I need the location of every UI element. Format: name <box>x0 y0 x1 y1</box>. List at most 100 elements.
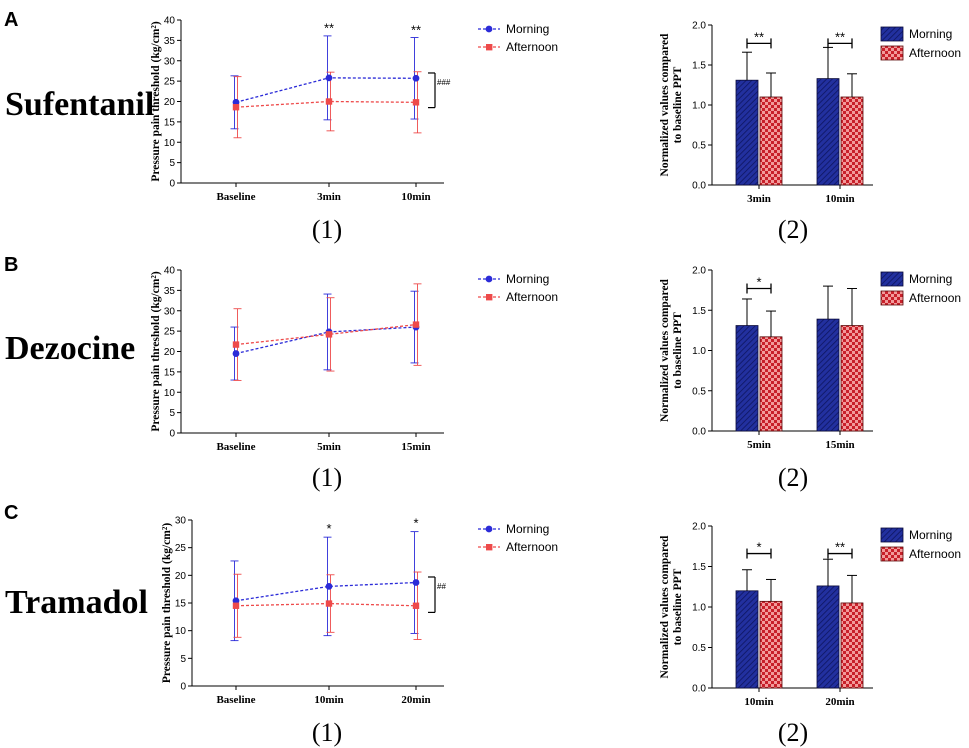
data-point-afternoon <box>325 331 333 338</box>
legend-swatch-afternoon <box>880 45 904 61</box>
x-tick-label: Baseline <box>216 441 255 453</box>
x-tick-label: 5min <box>317 441 341 453</box>
data-point-afternoon <box>412 99 420 106</box>
legend-label-morning: Morning <box>506 272 549 286</box>
bar-morning <box>735 590 759 689</box>
y-axis-label: Pressure pain threshold (kg/cm²) <box>150 21 162 181</box>
bar-afternoon <box>759 336 783 432</box>
panel-letter-b: B <box>4 254 18 276</box>
series-line-afternoon <box>235 100 417 108</box>
data-point-morning <box>232 350 240 357</box>
data-point-afternoon <box>232 602 240 609</box>
y-axis-label: Normalized values comparedto baseline PP… <box>659 278 684 421</box>
significance-label: * <box>756 540 761 555</box>
bar-afternoon <box>840 325 864 432</box>
bar-chart-dezocine: 0.0 0.5 1.0 1.5 2.0 5min 15min Normalized value… <box>659 266 961 452</box>
y-tick-label: 25 <box>164 77 176 88</box>
y-tick-label: 0 <box>169 179 175 190</box>
y-tick-label: 15 <box>164 117 176 128</box>
significance-label: ** <box>754 29 764 44</box>
y-axis-label-line: to baseline PPT <box>672 568 684 645</box>
y-tick-label: 0 <box>180 682 186 693</box>
legend-label-morning: Morning <box>909 528 952 542</box>
x-tick-label: 20min <box>401 694 430 706</box>
legend-label-morning: Morning <box>506 522 549 536</box>
y-tick-label: 20 <box>164 97 176 108</box>
y-tick-label: 40 <box>164 16 176 27</box>
significance-label: * <box>413 515 418 530</box>
bar-chart-sufentanil: 0.0 0.5 1.0 1.5 2.0 3min 10min Normalized value… <box>659 21 961 206</box>
x-tick-label: Baseline <box>216 191 255 203</box>
legend-marker-morning <box>485 525 493 533</box>
y-tick-label: 25 <box>175 543 187 554</box>
legend-marker-morning <box>485 275 493 283</box>
y-tick-label: 0.5 <box>692 386 706 397</box>
y-tick-label: 0 <box>169 429 175 440</box>
legend-swatch-morning <box>880 26 904 42</box>
significance-label: ** <box>835 540 845 555</box>
y-tick-label: 2.0 <box>692 266 706 277</box>
x-tick-label: 15min <box>401 441 430 453</box>
legend-marker-afternoon <box>486 544 493 551</box>
y-tick-label: 0.0 <box>692 684 706 695</box>
panel-letter-c: C <box>4 502 18 524</box>
legend-swatch-afternoon <box>880 290 904 306</box>
data-point-morning <box>325 74 333 82</box>
y-tick-label: 5 <box>169 408 175 419</box>
y-tick-label: 15 <box>175 599 187 610</box>
y-tick-label: 20 <box>175 571 187 582</box>
y-tick-label: 1.5 <box>692 306 706 317</box>
bar-morning <box>735 79 759 186</box>
y-tick-label: 35 <box>164 36 176 47</box>
y-axis-label-line: to baseline PPT <box>672 66 684 143</box>
y-tick-label: 25 <box>164 327 176 338</box>
y-tick-label: 2.0 <box>692 522 706 533</box>
legend-label-afternoon: Afternoon <box>909 547 961 561</box>
legend-label-afternoon: Afternoon <box>506 40 558 54</box>
series-line-afternoon <box>235 323 417 346</box>
data-point-afternoon <box>412 602 420 609</box>
bar-morning <box>735 325 759 432</box>
line-chart-dezocine: 0 5 10 15 20 25 30 35 40 Baseline 5min 15min Pressur… <box>150 266 558 454</box>
x-tick-label: 15min <box>825 439 854 451</box>
y-tick-label: 30 <box>175 516 187 527</box>
y-tick-label: 0.0 <box>692 427 706 438</box>
panel-letter-a: A <box>4 9 18 31</box>
drug-label-sufentanil: Sufentanil <box>5 86 154 123</box>
y-tick-label: 1.0 <box>692 101 706 112</box>
y-axis-label: Pressure pain threshold (kg/cm²) <box>161 523 173 683</box>
x-tick-label: Baseline <box>216 694 255 706</box>
y-axis-label-line: Normalized values compared <box>659 278 671 421</box>
bar-afternoon <box>759 96 783 186</box>
y-tick-label: 5 <box>180 654 186 665</box>
legend-marker-afternoon <box>486 44 493 51</box>
y-axis-label-line: Normalized values compared <box>659 33 671 176</box>
x-tick-label: 10min <box>401 191 430 203</box>
subtitle-b-1: (1) <box>312 463 342 492</box>
data-point-afternoon <box>412 321 420 328</box>
legend-label-morning: Morning <box>909 272 952 286</box>
y-tick-label: 1.0 <box>692 346 706 357</box>
y-tick-label: 0.5 <box>692 141 706 152</box>
significance-label: ** <box>835 29 845 44</box>
y-tick-label: 5 <box>169 158 175 169</box>
x-tick-label: 10min <box>744 696 773 708</box>
y-tick-label: 20 <box>164 347 176 358</box>
y-tick-label: 0.5 <box>692 643 706 654</box>
y-tick-label: 30 <box>164 306 176 317</box>
drug-label-tramadol: Tramadol <box>5 584 148 621</box>
x-tick-label: 5min <box>747 439 771 451</box>
data-point-morning <box>325 583 333 590</box>
y-tick-label: 1.5 <box>692 61 706 72</box>
bar-afternoon <box>840 96 864 186</box>
y-axis-label-line: Normalized values compared <box>659 535 671 678</box>
bar-chart-tramadol: 0.0 0.5 1.0 1.5 2.0 10min 20min Normalized valu… <box>659 522 961 709</box>
bar-morning <box>816 78 840 186</box>
legend-swatch-morning <box>880 271 904 287</box>
data-point-afternoon <box>325 600 333 607</box>
y-axis-label-line: to baseline PPT <box>672 312 684 389</box>
legend-marker-afternoon <box>486 294 493 301</box>
row-c: C Tramadol 0 5 10 15 20 25 30 Baseline 10min 20mi… <box>4 502 961 747</box>
y-tick-label: 10 <box>175 626 187 637</box>
